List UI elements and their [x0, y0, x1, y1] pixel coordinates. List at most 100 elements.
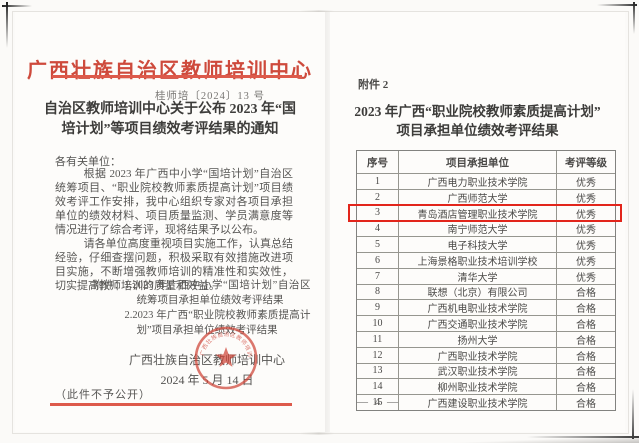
cell-unit: 清华大学	[399, 268, 557, 284]
cell-grade: 合格	[576, 320, 596, 331]
table-row: 4 南宁师范大学 优秀	[357, 220, 615, 237]
cell-grade: 优秀	[576, 193, 596, 205]
table-title-line2: 项目承担单位绩效考评结果	[396, 123, 559, 138]
table-row: 2 广西师范大学 优秀	[357, 188, 615, 205]
cell-no: 7	[357, 268, 399, 284]
cell-no: 9	[357, 300, 399, 316]
table-title: 2023 年广西“职业院校教师素质提高计划” 项目承担单位绩效考评结果	[330, 102, 625, 140]
appendix-page: 附件 2 2023 年广西“职业院校教师素质提高计划” 项目承担单位绩效考评结果…	[330, 12, 625, 432]
corner-mark-icon	[2, 5, 32, 7]
header-grade: 考评等级	[565, 157, 607, 169]
cell-unit: 青岛酒店管理职业技术学院	[399, 205, 557, 221]
table-header-row: 序号 项目承担单位 考评等级	[357, 151, 615, 173]
cell-no: 8	[357, 284, 399, 300]
corner-mark-icon	[6, 2, 8, 48]
cell-grade: 优秀	[576, 241, 596, 252]
corner-mark-icon	[527, 436, 639, 438]
body-paragraph: 根据 2023 年广西中小学“国培计划”自治区统筹项目、“职业院校教师素质提高计…	[55, 168, 293, 236]
attachment-item: 2.2023 年广西“职业院校教师素质提高计划”项目承担单位绩效考评结果	[124, 310, 311, 336]
corner-mark-icon	[632, 389, 634, 439]
cell-grade: 优秀	[576, 209, 596, 221]
attachments-label: 附件：	[93, 280, 125, 291]
cell-unit: 南宁师范大学	[399, 221, 557, 237]
table-row: 10 广西交通职业技术学院 合格	[357, 315, 615, 331]
cell-grade: 优秀	[576, 256, 596, 268]
document-number: 桂师培〔2024〕13 号	[154, 91, 266, 102]
cell-no: 14	[357, 379, 399, 395]
salutation: 各有关单位：	[55, 156, 121, 168]
cell-grade: 合格	[576, 304, 596, 316]
table-row: 11 扬州大学 合格	[357, 330, 615, 347]
notice-body: 根据 2023 年广西中小学“国培计划”自治区统筹项目、“职业院校教师素质提高计…	[55, 167, 293, 293]
cell-no: 2	[357, 189, 399, 205]
official-seal-icon: 广西壮族自治区教师培训中心	[193, 325, 258, 390]
footer-red-rule	[50, 403, 292, 406]
cell-no: 13	[357, 363, 399, 379]
attachment-item: 1.2023 年广西中小学“国培计划”自治区统筹项目承担单位绩效考评结果	[124, 280, 311, 306]
table-row: 13 武汉职业技术学院 合格	[357, 362, 615, 379]
table-row: 1 广西电力职业技术学院 优秀	[357, 173, 615, 189]
cell-no: 11	[357, 331, 399, 347]
cell-no: 15	[357, 395, 399, 410]
cell-unit: 广西电力职业技术学院	[399, 174, 557, 189]
notice-title-line1: 自治区教师培训中心关于公布 2023 年“国	[44, 102, 296, 117]
cell-unit: 广西建设职业技术学院	[399, 395, 557, 410]
cell-unit: 广西职业技术学院	[399, 347, 557, 363]
cell-unit: 联想（北京）有限公司	[399, 284, 557, 300]
cell-grade: 合格	[576, 399, 596, 410]
appendix-label: 附件 2	[358, 79, 389, 91]
notice-title-line2: 培计划”等项目绩效考评结果的通知	[61, 122, 279, 137]
cell-grade: 合格	[576, 367, 596, 379]
cell-no: 3	[357, 205, 399, 221]
cell-unit: 扬州大学	[399, 331, 557, 347]
cell-grade: 合格	[576, 335, 596, 347]
attachments-block: 附件： 1.2023 年广西中小学“国培计划”自治区统筹项目承担单位绩效考评结果…	[93, 278, 311, 338]
letterhead-title: 广西壮族自治区教师培训中心	[27, 60, 313, 82]
table-row: 12 广西职业技术学院 合格	[357, 346, 615, 363]
cell-unit: 武汉职业技术学院	[399, 363, 557, 379]
scan-edge-shadow	[377, 433, 639, 443]
table-row: 8 联想（北京）有限公司 合格	[357, 283, 615, 300]
body-paragraph: 请各单位高度重视项目实施工作，认真总结经验，仔细查摆问题，积极采取有效措施改进项…	[55, 238, 293, 292]
table-row: 7 清华大学 优秀	[357, 267, 615, 284]
signature-org: 广西壮族自治区教师培训中心	[128, 353, 285, 367]
letterhead-red-rule	[52, 75, 302, 78]
cell-grade: 合格	[576, 288, 596, 300]
cell-grade: 优秀	[576, 272, 596, 284]
cell-unit: 电子科技大学	[399, 237, 557, 252]
notice-title: 自治区教师培训中心关于公布 2023 年“国 培计划”等项目绩效考评结果的通知	[35, 100, 305, 140]
performance-table: 序号 项目承担单位 考评等级 1 广西电力职业技术学院 优秀 2 广西师范大学 优秀 3 青岛酒店管…	[348, 150, 622, 411]
table-row: 3 青岛酒店管理职业技术学院 优秀	[348, 203, 622, 223]
header-unit: 项目承担单位	[399, 151, 557, 173]
cell-no: 10	[357, 316, 399, 331]
table-row: 6 上海景格职业技术培训学校 优秀	[357, 251, 615, 268]
cell-unit: 柳州职业技术学院	[399, 379, 557, 395]
cell-grade: 合格	[576, 383, 596, 395]
cell-unit: 广西师范大学	[399, 189, 557, 205]
table-row: 14 柳州职业技术学院 合格	[357, 378, 615, 395]
table-row: 15 广西建设职业技术学院 合格	[357, 394, 615, 410]
cell-grade: 优秀	[576, 177, 596, 189]
cell-unit: 广西机电职业技术学院	[399, 300, 557, 316]
table-row: 5 电子科技大学 优秀	[357, 236, 615, 252]
cell-no: 5	[357, 237, 399, 252]
corner-mark-icon	[597, 4, 637, 6]
cell-no: 1	[357, 174, 399, 189]
cell-unit: 广西交通职业技术学院	[399, 316, 557, 331]
cell-no: 6	[357, 252, 399, 268]
table-title-line1: 2023 年广西“职业院校教师素质提高计划”	[354, 104, 601, 119]
table-row: 9 广西机电职业技术学院 合格	[357, 299, 615, 316]
notice-page: 广西壮族自治区教师培训中心 桂师培〔2024〕13 号 自治区教师培训中心关于公…	[15, 12, 325, 432]
cell-grade: 合格	[576, 351, 596, 363]
confidential-note: （此件不予公开）	[55, 389, 151, 401]
cell-no: 4	[357, 221, 399, 237]
header-no: 序号	[357, 151, 399, 173]
page-number: — 4 —	[357, 396, 400, 408]
cell-unit: 上海景格职业技术培训学校	[399, 252, 557, 268]
seal-star-icon	[215, 347, 237, 367]
cell-no: 12	[357, 347, 399, 363]
corner-mark-icon	[633, 2, 635, 34]
cell-grade: 优秀	[576, 225, 596, 237]
attachments-list: 1.2023 年广西中小学“国培计划”自治区统筹项目承担单位绩效考评结果 2.20…	[125, 278, 311, 338]
